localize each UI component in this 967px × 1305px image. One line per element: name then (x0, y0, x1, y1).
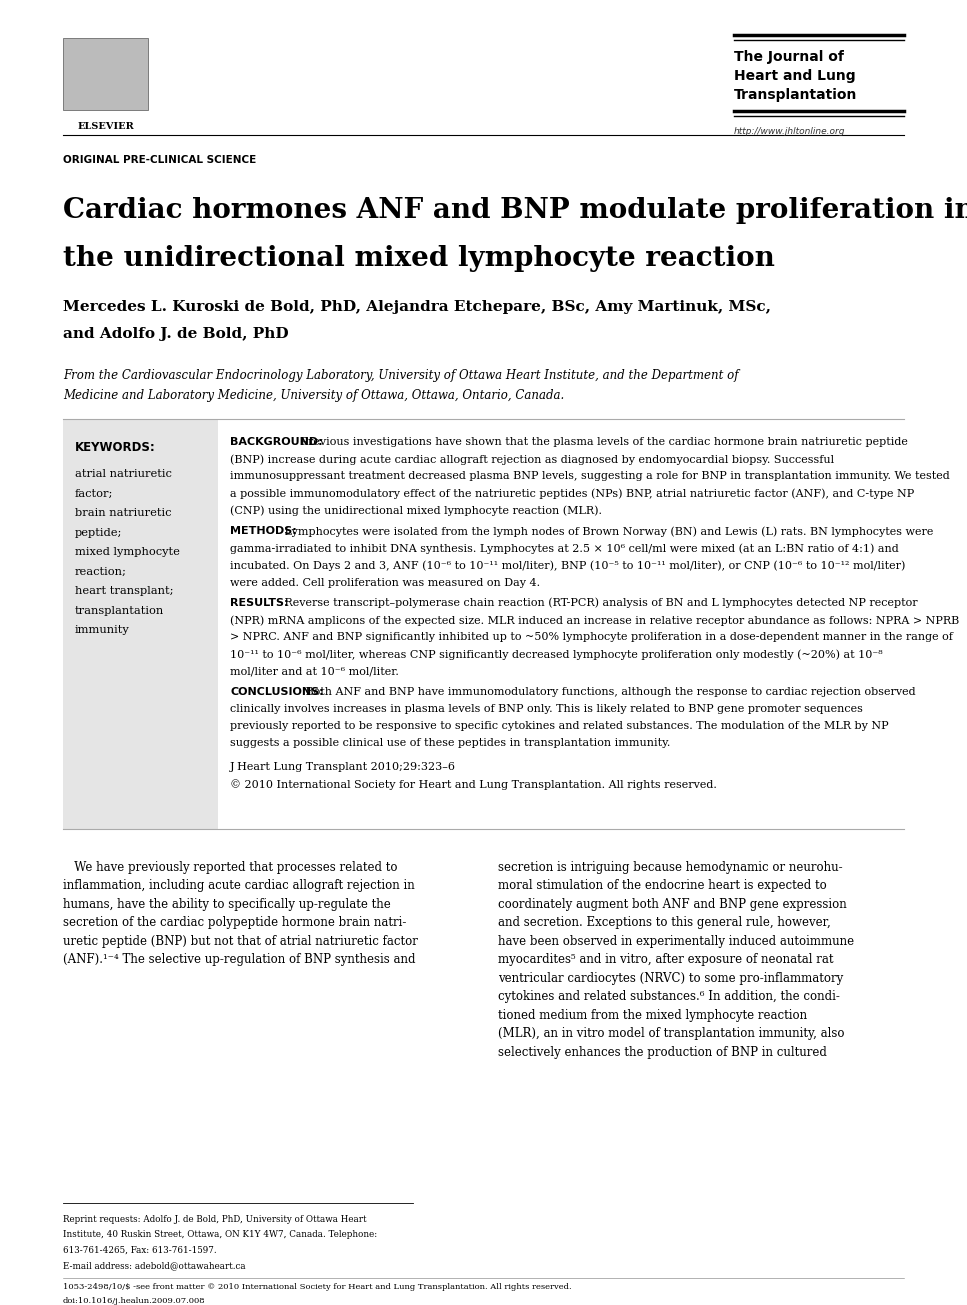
Text: Mercedes L. Kuroski de Bold, PhD, Alejandra Etchepare, BSc, Amy Martinuk, MSc,: Mercedes L. Kuroski de Bold, PhD, Alejan… (63, 300, 771, 315)
Text: Cardiac hormones ANF and BNP modulate proliferation in: Cardiac hormones ANF and BNP modulate pr… (63, 197, 967, 224)
Text: mixed lymphocyte: mixed lymphocyte (75, 547, 180, 557)
Text: were added. Cell proliferation was measured on Day 4.: were added. Cell proliferation was measu… (230, 578, 541, 587)
Text: have been observed in experimentally induced autoimmune: have been observed in experimentally ind… (499, 934, 855, 947)
Text: reaction;: reaction; (75, 566, 127, 577)
Text: secretion is intriguing because hemodynamic or neurohu-: secretion is intriguing because hemodyna… (499, 861, 843, 874)
Text: previously reported to be responsive to specific cytokines and related substance: previously reported to be responsive to … (230, 722, 889, 731)
Text: Reprint requests: Adolfo J. de Bold, PhD, University of Ottawa Heart: Reprint requests: Adolfo J. de Bold, PhD… (63, 1215, 366, 1224)
Text: the unidirectional mixed lymphocyte reaction: the unidirectional mixed lymphocyte reac… (63, 245, 775, 271)
Text: peptide;: peptide; (75, 527, 123, 538)
Text: and Adolfo J. de Bold, PhD: and Adolfo J. de Bold, PhD (63, 328, 288, 341)
Text: factor;: factor; (75, 488, 113, 499)
Text: Reverse transcript–polymerase chain reaction (RT-PCR) analysis of BN and L lymph: Reverse transcript–polymerase chain reac… (274, 598, 917, 608)
Text: mol/liter and at 10⁻⁶ mol/liter.: mol/liter and at 10⁻⁶ mol/liter. (230, 667, 398, 676)
Text: humans, have the ability to specifically up-regulate the: humans, have the ability to specifically… (63, 898, 391, 911)
Text: KEYWORDS:: KEYWORDS: (75, 441, 156, 454)
Text: immunity: immunity (75, 625, 130, 636)
Text: We have previously reported that processes related to: We have previously reported that process… (63, 861, 397, 874)
Text: (MLR), an in vitro model of transplantation immunity, also: (MLR), an in vitro model of transplantat… (499, 1027, 845, 1040)
Text: cytokines and related substances.⁶ In addition, the condi-: cytokines and related substances.⁶ In ad… (499, 990, 840, 1004)
Text: ELSEVIER: ELSEVIER (77, 121, 133, 130)
Bar (63, 38, 148, 110)
Text: The Journal of: The Journal of (734, 50, 844, 64)
Text: doi:10.1016/j.healun.2009.07.008: doi:10.1016/j.healun.2009.07.008 (63, 1297, 206, 1305)
Text: gamma-irradiated to inhibit DNA synthesis. Lymphocytes at 2.5 × 10⁶ cell/ml were: gamma-irradiated to inhibit DNA synthesi… (230, 543, 898, 553)
Text: and secretion. Exceptions to this general rule, however,: and secretion. Exceptions to this genera… (499, 916, 832, 929)
Text: coordinately augment both ANF and BNP gene expression: coordinately augment both ANF and BNP ge… (499, 898, 847, 911)
Text: (NPR) mRNA amplicons of the expected size. MLR induced an increase in relative r: (NPR) mRNA amplicons of the expected siz… (230, 615, 959, 625)
Text: selectively enhances the production of BNP in cultured: selectively enhances the production of B… (499, 1047, 828, 1058)
Text: (ANF).¹⁻⁴ The selective up-regulation of BNP synthesis and: (ANF).¹⁻⁴ The selective up-regulation of… (63, 954, 416, 967)
Text: ORIGINAL PRE-CLINICAL SCIENCE: ORIGINAL PRE-CLINICAL SCIENCE (63, 155, 256, 164)
Text: © 2010 International Society for Heart and Lung Transplantation. All rights rese: © 2010 International Society for Heart a… (230, 779, 717, 790)
Text: BACKGROUND:: BACKGROUND: (230, 437, 323, 448)
Bar (63, 419, 218, 829)
Text: > NPRC. ANF and BNP significantly inhibited up to ~50% lymphocyte proliferation : > NPRC. ANF and BNP significantly inhibi… (230, 632, 952, 642)
Text: E-mail address: adebold@ottawaheart.ca: E-mail address: adebold@ottawaheart.ca (63, 1262, 246, 1271)
Text: atrial natriuretic: atrial natriuretic (75, 468, 172, 479)
Text: heart transplant;: heart transplant; (75, 586, 173, 596)
Text: immunosuppressant treatment decreased plasma BNP levels, suggesting a role for B: immunosuppressant treatment decreased pl… (230, 471, 950, 482)
Text: inflammation, including acute cardiac allograft rejection in: inflammation, including acute cardiac al… (63, 880, 415, 893)
Text: CONCLUSIONS:: CONCLUSIONS: (230, 686, 324, 697)
Text: ventricular cardiocytes (NRVC) to some pro-inflammatory: ventricular cardiocytes (NRVC) to some p… (499, 972, 844, 985)
Text: http://www.jhltonline.org: http://www.jhltonline.org (734, 127, 845, 136)
Text: RESULTS:: RESULTS: (230, 598, 288, 608)
Text: Both ANF and BNP have immunomodulatory functions, although the response to cardi: Both ANF and BNP have immunomodulatory f… (295, 686, 916, 697)
Text: Medicine and Laboratory Medicine, University of Ottawa, Ottawa, Ontario, Canada.: Medicine and Laboratory Medicine, Univer… (63, 389, 565, 402)
Text: METHODS:: METHODS: (230, 526, 297, 536)
Text: uretic peptide (BNP) but not that of atrial natriuretic factor: uretic peptide (BNP) but not that of atr… (63, 934, 418, 947)
Text: clinically involves increases in plasma levels of BNP only. This is likely relat: clinically involves increases in plasma … (230, 703, 863, 714)
Text: J Heart Lung Transplant 2010;29:323–6: J Heart Lung Transplant 2010;29:323–6 (230, 762, 456, 771)
Text: (BNP) increase during acute cardiac allograft rejection as diagnosed by endomyoc: (BNP) increase during acute cardiac allo… (230, 454, 835, 465)
Text: Heart and Lung: Heart and Lung (734, 69, 856, 84)
Text: Previous investigations have shown that the plasma levels of the cardiac hormone: Previous investigations have shown that … (290, 437, 908, 448)
Text: incubated. On Days 2 and 3, ANF (10⁻⁶ to 10⁻¹¹ mol/liter), BNP (10⁻⁵ to 10⁻¹¹ mo: incubated. On Days 2 and 3, ANF (10⁻⁶ to… (230, 560, 905, 572)
Text: secretion of the cardiac polypeptide hormone brain natri-: secretion of the cardiac polypeptide hor… (63, 916, 406, 929)
Text: a possible immunomodulatory effect of the natriuretic peptides (NPs) BNP, atrial: a possible immunomodulatory effect of th… (230, 488, 914, 499)
Text: Lymphocytes were isolated from the lymph nodes of Brown Norway (BN) and Lewis (L: Lymphocytes were isolated from the lymph… (274, 526, 933, 536)
Text: brain natriuretic: brain natriuretic (75, 508, 171, 518)
Text: 10⁻¹¹ to 10⁻⁶ mol/liter, whereas CNP significantly decreased lymphocyte prolifer: 10⁻¹¹ to 10⁻⁶ mol/liter, whereas CNP sig… (230, 650, 883, 660)
Text: suggests a possible clinical use of these peptides in transplantation immunity.: suggests a possible clinical use of thes… (230, 739, 670, 748)
Text: transplantation: transplantation (75, 606, 164, 616)
Text: 1053-2498/10/$ -see front matter © 2010 International Society for Heart and Lung: 1053-2498/10/$ -see front matter © 2010 … (63, 1283, 571, 1291)
Text: tioned medium from the mixed lymphocyte reaction: tioned medium from the mixed lymphocyte … (499, 1009, 807, 1022)
Text: Transplantation: Transplantation (734, 87, 858, 102)
Text: Institute, 40 Ruskin Street, Ottawa, ON K1Y 4W7, Canada. Telephone:: Institute, 40 Ruskin Street, Ottawa, ON … (63, 1231, 377, 1240)
Text: moral stimulation of the endocrine heart is expected to: moral stimulation of the endocrine heart… (499, 880, 827, 893)
Text: (CNP) using the unidirectional mixed lymphocyte reaction (MLR).: (CNP) using the unidirectional mixed lym… (230, 506, 602, 517)
Text: myocardites⁵ and in vitro, after exposure of neonatal rat: myocardites⁵ and in vitro, after exposur… (499, 954, 834, 967)
Text: From the Cardiovascular Endocrinology Laboratory, University of Ottawa Heart Ins: From the Cardiovascular Endocrinology La… (63, 369, 739, 382)
Text: 613-761-4265, Fax: 613-761-1597.: 613-761-4265, Fax: 613-761-1597. (63, 1246, 217, 1255)
